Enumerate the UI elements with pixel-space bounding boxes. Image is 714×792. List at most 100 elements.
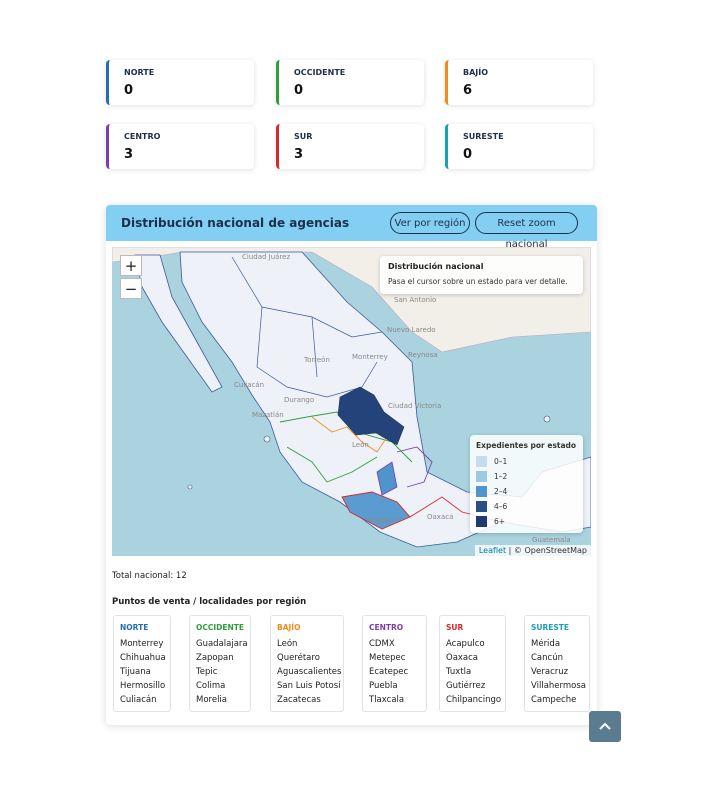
legend-label: 4–6 (494, 502, 508, 511)
card-label: SURESTE (463, 132, 504, 141)
place: Gutiérrez (446, 681, 486, 691)
place: Chilpancingo (446, 695, 502, 705)
place: Acapulco (446, 639, 485, 649)
card-value: 0 (294, 83, 304, 98)
card-label: SUR (294, 132, 313, 141)
place: Mérida (531, 639, 561, 649)
leaflet-link[interactable]: Leaflet (478, 546, 507, 555)
legend-item: 2–4 (476, 486, 507, 498)
place: Tlaxcala (369, 695, 405, 705)
map-label: Torreón (303, 356, 330, 364)
legend: Expedientes por estado 0–1 1–2 2–4 4–6 6+ (470, 435, 583, 533)
place: Tuxtla (446, 667, 472, 677)
island (543, 415, 551, 423)
stat-card: SURESTE 0 (445, 124, 593, 169)
legend-label: 0–1 (494, 457, 508, 466)
stat-card: NORTE 0 (106, 60, 254, 105)
place: León (277, 639, 298, 649)
attribution-text: | © OpenStreetMap (508, 546, 587, 555)
region-name: OCCIDENTE (196, 623, 245, 632)
card-value: 0 (124, 83, 134, 98)
zoom-in[interactable]: + (120, 255, 142, 276)
place: Oaxaca (446, 653, 479, 663)
map-panel: Distribución nacional de agencias Ver po… (106, 205, 597, 725)
place: Veracruz (531, 667, 569, 677)
info-box: Distribución nacional Pasa el cursor sob… (380, 256, 583, 294)
legend-item: 1–2 (476, 471, 507, 483)
legend-swatch (476, 456, 487, 467)
legend-swatch (476, 471, 487, 482)
legend-label: 2–4 (494, 487, 508, 496)
panel-header: Distribución nacional de agencias Ver po… (106, 205, 597, 250)
state-2-4 (376, 461, 398, 496)
baja (134, 254, 223, 393)
place: Morelia (196, 695, 228, 705)
island (187, 484, 193, 490)
info-title: Distribución nacional (388, 262, 484, 271)
state-border (311, 316, 318, 378)
legend-label: 1–2 (494, 472, 508, 481)
panel-title: Distribución nacional de agencias (121, 216, 350, 230)
place: Hermosillo (120, 681, 166, 691)
place: San Luis Potosí (277, 681, 341, 691)
legend-swatch (476, 486, 487, 497)
card-value: 3 (294, 147, 304, 162)
map-label: Monterrey (352, 353, 388, 361)
map-label: Oaxaca (427, 513, 453, 521)
legend-swatch (476, 501, 487, 512)
occidente-border (286, 446, 378, 483)
legend-title: Expedientes por estado (476, 441, 577, 450)
map-label: Acapulco (367, 516, 399, 524)
stat-card: BAJÍO 6 (445, 60, 593, 105)
map-label: Ciudad Juárez (242, 253, 290, 261)
legend-label: 6+ (494, 517, 506, 526)
card-value: 6 (463, 83, 473, 98)
scroll-top-button[interactable] (589, 711, 621, 742)
place: Aguascalientes (277, 667, 342, 677)
card-label: BAJÍO (463, 68, 489, 77)
region-box: CENTRO CDMX Metepec Ecatepec Puebla Tlaxcala (362, 615, 427, 712)
place: Monterrey (120, 639, 164, 649)
stat-card: CENTRO 3 (106, 124, 254, 169)
stat-card: SUR 3 (276, 124, 424, 169)
place: Puebla (369, 681, 398, 691)
place: Ecatepec (369, 667, 409, 677)
region-box: SUR Acapulco Oaxaca Tuxtla Gutiérrez Chilpanc… (439, 615, 506, 712)
map-label: Reynosa (408, 351, 438, 359)
place: Colima (196, 681, 226, 691)
attribution: Leaflet | © OpenStreetMap (474, 545, 591, 556)
region-name: BAJÍO (277, 623, 301, 632)
card-value: 3 (124, 147, 134, 162)
state-6plus (337, 386, 405, 446)
info-text: Pasa el cursor sobre un estado para ver … (388, 277, 568, 286)
map-label: Mazatlán (252, 411, 284, 419)
map-tiles: Ciudad Juárez San Antonio Nuevo Laredo M… (112, 247, 591, 556)
region-box: BAJÍO León Querétaro Aguascalientes San Luis… (270, 615, 344, 712)
total: Total nacional: 12 (112, 571, 187, 581)
region-box: NORTE Monterrey Chihuahua Tijuana Hermosillo… (113, 615, 171, 712)
map-label: León (352, 441, 369, 449)
reset-button[interactable]: Reset zoom nacional (475, 212, 578, 250)
centro-border (396, 446, 433, 488)
place: Querétaro (277, 653, 320, 663)
map[interactable]: Ciudad Juárez San Antonio Nuevo Laredo M… (112, 247, 591, 556)
points-title: Puntos de venta / localidades por región (112, 597, 307, 607)
map-label: San Antonio (394, 296, 436, 304)
card-value: 0 (463, 147, 473, 162)
place: Zapopan (196, 653, 234, 663)
region-name: CENTRO (369, 623, 404, 632)
card-label: OCCIDENTE (294, 68, 346, 77)
region-name: SUR (446, 623, 464, 632)
place: Tepic (196, 667, 218, 677)
map-label: Culiacán (234, 381, 264, 389)
region-name: NORTE (120, 623, 149, 632)
place: Villahermosa (531, 681, 587, 691)
map-label: Nuevo Laredo (387, 326, 436, 334)
stat-card: OCCIDENTE 0 (276, 60, 424, 105)
zoom-out[interactable]: − (120, 278, 142, 299)
bajio-border (311, 416, 388, 453)
legend-item: 6+ (476, 516, 505, 528)
region-button[interactable]: Ver por región (390, 212, 470, 234)
place: Tijuana (120, 667, 151, 677)
